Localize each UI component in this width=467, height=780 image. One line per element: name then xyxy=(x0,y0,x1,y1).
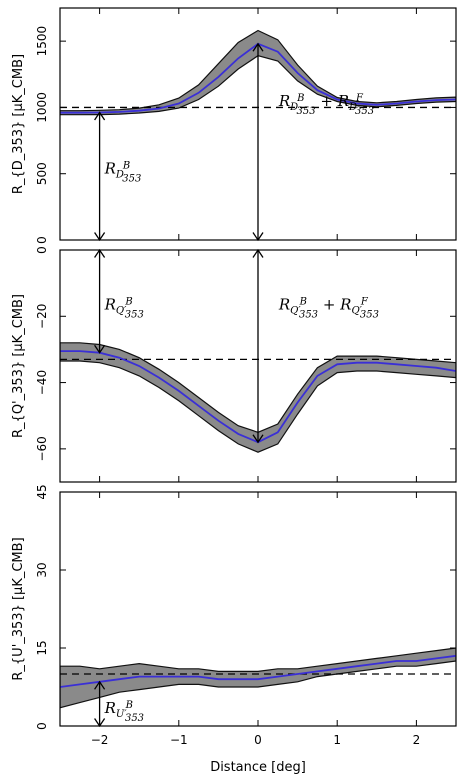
y-tick-label: −60 xyxy=(35,436,49,461)
arrow-head-icon xyxy=(94,344,106,354)
y-tick-label: 1500 xyxy=(35,26,49,57)
x-tick-label: 1 xyxy=(333,733,341,747)
x-tick-label: 2 xyxy=(413,733,421,747)
arrow-head-icon xyxy=(252,434,264,444)
y-tick-label: −40 xyxy=(35,370,49,395)
arrow-head-icon xyxy=(94,718,106,728)
y-tick-label: 45 xyxy=(35,484,49,499)
arrow-head-icon xyxy=(94,680,106,690)
x-tick-label: −2 xyxy=(91,733,109,747)
arrow-head-icon xyxy=(94,248,106,258)
arrow-head-icon xyxy=(94,232,106,242)
annotation-1: RU′B 353 xyxy=(94,680,144,728)
panel-1: 0 500 1000 1500 R_{D_353} [μK_CMB] RDB 353 RDB 3… xyxy=(11,7,457,244)
y-tick-label: 0 xyxy=(35,722,49,730)
panel-2: −60 −40 −20 0 R_{Q'_353} [μK_CMB] RQ′B 353 RQ′B… xyxy=(11,246,457,483)
y-tick-label: 0 xyxy=(35,236,49,244)
y-tick-label: 0 xyxy=(35,246,49,254)
y-tick-label: 15 xyxy=(35,640,49,655)
annotation-2: RQ′B 353 + RQ′F 353 xyxy=(252,248,379,444)
uncertainty-band xyxy=(60,647,456,709)
annotation-label: RQ′B 353 + RQ′F 353 xyxy=(278,296,379,321)
arrow-head-icon xyxy=(94,111,106,121)
y-axis-label: R_{Q'_353} [μK_CMB] xyxy=(11,294,26,438)
arrow-head-icon xyxy=(252,232,264,242)
y-tick-label: 500 xyxy=(35,162,49,185)
x-axis-label: Distance [deg] xyxy=(210,760,306,775)
y-axis-label: R_{U'_353} [μK_CMB] xyxy=(11,537,26,680)
annotation-label: RQ′B 353 xyxy=(104,296,144,321)
annotation-label: RDB 353 xyxy=(104,160,142,185)
y-tick-label: 30 xyxy=(35,562,49,577)
panel-3: −2 −1 0 1 2 0 15 30 45 R_{U'_353} [μK_CMB] RU′B 353 xyxy=(11,484,457,747)
annotation-2: RDB 353 + RDF 353 xyxy=(252,42,374,242)
annotation-1: RQ′B 353 xyxy=(94,248,144,354)
y-tick-label: −20 xyxy=(35,304,49,329)
annotation-label: RDB 353 + RDF 353 xyxy=(278,92,374,117)
annotation-1: RDB 353 xyxy=(94,111,142,242)
plot-area xyxy=(60,647,456,709)
arrow-head-icon xyxy=(252,248,264,258)
annotation-label: RU′B 353 xyxy=(104,699,144,724)
x-tick-label: 0 xyxy=(254,733,262,747)
uncertainty-band xyxy=(60,342,456,453)
y-tick-label: 1000 xyxy=(35,92,49,123)
y-axis-label: R_{D_353} [μK_CMB] xyxy=(11,54,26,194)
mean-profile-line xyxy=(60,654,456,688)
arrow-head-icon xyxy=(252,42,264,52)
x-tick-label: −1 xyxy=(170,733,188,747)
